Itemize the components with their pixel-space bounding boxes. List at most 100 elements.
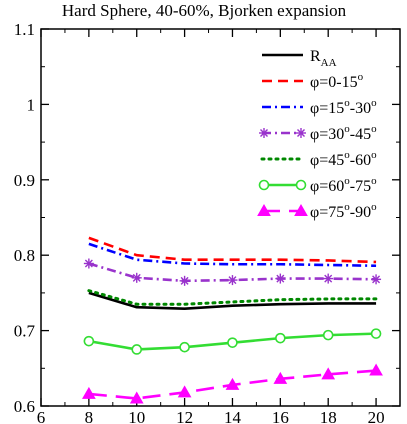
- data-point: [83, 335, 95, 347]
- data-point: [369, 363, 383, 376]
- legend: RAAφ=0-15oφ=15o-30oφ=30o-45oφ=45o-60oφ=6…: [257, 48, 377, 221]
- legend-marker: [258, 179, 270, 191]
- legend-label-sup: o: [358, 71, 364, 83]
- y-tick-label: 1: [27, 95, 36, 114]
- asterisk-stroke: [228, 276, 237, 285]
- series-6: [82, 363, 383, 404]
- x-tick-label: 8: [85, 408, 94, 424]
- x-tick-label: 6: [37, 408, 46, 424]
- series-layer: [82, 236, 383, 404]
- legend-label-sup: o: [344, 149, 350, 161]
- legend-marker: [259, 128, 269, 138]
- legend-entry-4: φ=45o-60o: [260, 149, 377, 169]
- series-4: [87, 289, 378, 306]
- legend-label-sup: o: [344, 97, 350, 109]
- y-tick-label: 0.9: [14, 171, 35, 190]
- data-point: [177, 385, 192, 398]
- data-point: [321, 367, 336, 380]
- asterisk-stroke: [324, 274, 333, 283]
- asterisk-stroke: [276, 274, 285, 283]
- legend-label-main: φ=15: [310, 100, 344, 117]
- legend-entry-3: φ=30o-45o: [259, 123, 377, 143]
- legend-label-main: -60: [350, 152, 371, 169]
- data-point: [275, 273, 286, 284]
- asterisk-stroke: [84, 259, 93, 268]
- legend-label-sup: o: [371, 201, 377, 213]
- series-5: [83, 328, 382, 355]
- y-tick-label: 0.6: [14, 397, 35, 416]
- data-point: [371, 274, 382, 285]
- data-point: [179, 341, 190, 353]
- legend-label-sup: o: [371, 97, 377, 109]
- legend-label: φ=60o-75o: [310, 175, 377, 195]
- legend-label-sup: o: [371, 149, 377, 161]
- data-point: [131, 344, 143, 355]
- chart-title: Hard Sphere, 40-60%, Bjorken expansion: [62, 1, 347, 20]
- data-point: [273, 371, 288, 384]
- legend-marker: [294, 203, 308, 216]
- legend-label: φ=0-15o: [310, 71, 364, 91]
- legend-label-main: -90: [350, 204, 371, 221]
- legend-label-sup: o: [344, 201, 350, 213]
- asterisk-stroke: [132, 273, 141, 282]
- x-tick-label: 12: [176, 408, 193, 424]
- axes: 6 8 10 12 14 16 18 20 0.6 0.7 0.8 0.9 1 1.1: [14, 20, 401, 424]
- legend-marker: [295, 179, 307, 191]
- legend-label: φ=15o-30o: [310, 97, 377, 117]
- legend-label-sub: AA: [321, 57, 337, 69]
- legend-label-main: φ=75: [310, 204, 344, 221]
- y-tick-label: 1.1: [14, 20, 35, 39]
- legend-entry-2: φ=15o-30o: [262, 97, 377, 117]
- x-tick-label: 14: [224, 408, 242, 424]
- legend-label-sup: o: [344, 123, 350, 135]
- legend-label-sup: o: [371, 123, 377, 135]
- legend-entry-6: φ=75o-90o: [257, 201, 377, 221]
- series-2: [88, 242, 377, 268]
- y-tick-label: 0.8: [14, 246, 35, 265]
- legend-label-main: -30: [350, 100, 371, 117]
- data-point: [83, 258, 94, 269]
- legend-label-sup: o: [371, 175, 377, 187]
- series-line: [88, 291, 377, 311]
- x-tick-label: 10: [128, 408, 145, 424]
- legend-label-main: R: [310, 48, 321, 65]
- asterisk-stroke: [180, 276, 189, 285]
- series-1: [88, 236, 377, 264]
- x-tick-label: 20: [368, 408, 385, 424]
- legend-entry-1: φ=0-15o: [262, 71, 364, 91]
- data-point: [131, 272, 142, 283]
- legend-label-main: φ=60: [310, 178, 344, 195]
- asterisk-stroke: [297, 129, 305, 137]
- legend-label-main: φ=45: [310, 152, 344, 169]
- data-point: [179, 275, 190, 286]
- series-line: [88, 242, 377, 268]
- x-tick-label: 16: [272, 408, 289, 424]
- legend-label-main: -45: [350, 126, 371, 143]
- asterisk-stroke: [260, 129, 268, 137]
- legend-label: φ=45o-60o: [310, 149, 377, 169]
- legend-label-sup: o: [344, 175, 350, 187]
- legend-marker: [257, 203, 271, 216]
- legend-label: φ=30o-45o: [310, 123, 377, 143]
- data-point: [225, 377, 240, 390]
- y-tick-label: 0.7: [14, 322, 36, 341]
- legend-label-main: φ=30: [310, 126, 344, 143]
- x-tick-label: 18: [320, 408, 337, 424]
- data-point: [129, 391, 144, 404]
- legend-entry-5: φ=60o-75o: [258, 175, 377, 195]
- legend-label: φ=75o-90o: [310, 201, 377, 221]
- data-point: [323, 273, 334, 284]
- series-line: [88, 236, 377, 264]
- legend-marker: [296, 128, 306, 138]
- data-point: [322, 329, 334, 341]
- series-3: [83, 258, 382, 286]
- legend-entry-0: RAA: [262, 48, 337, 69]
- series-line: [87, 289, 378, 306]
- data-point: [370, 328, 382, 339]
- legend-label-main: φ=0-15: [310, 74, 358, 91]
- data-point: [227, 275, 238, 286]
- data-point: [227, 337, 238, 348]
- legend-label-main: -75: [350, 178, 371, 195]
- asterisk-stroke: [372, 275, 381, 284]
